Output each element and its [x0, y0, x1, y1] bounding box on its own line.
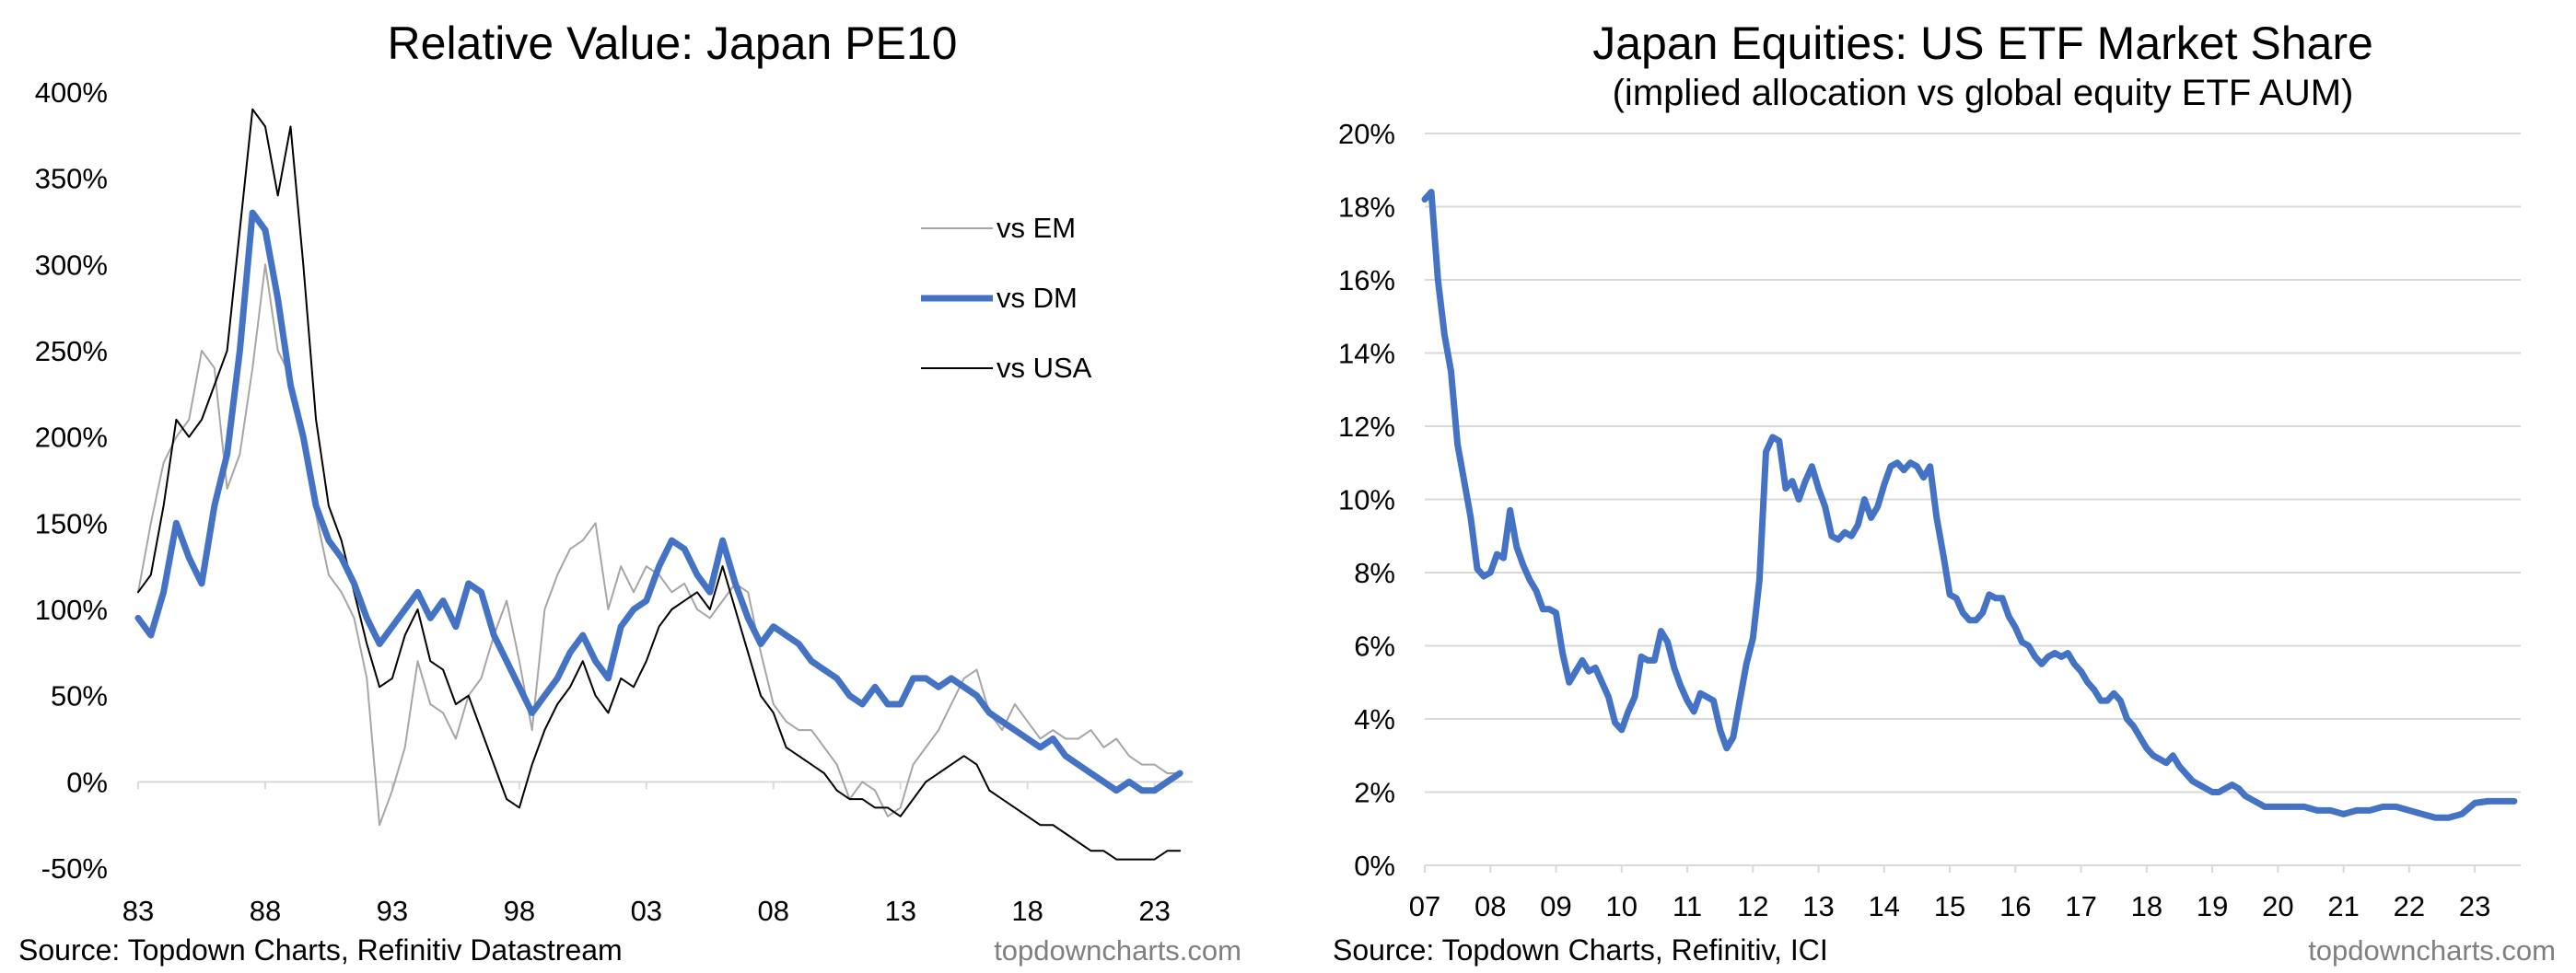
right-chart-subtitle: (implied allocation vs global equity ETF… [1613, 73, 2354, 113]
right-x-tick-08: 08 [1474, 890, 1506, 922]
right-x-tick-14: 14 [1869, 890, 1900, 922]
right-y-tick-18: 18% [1338, 191, 1395, 224]
right-x-tick-23: 23 [2459, 890, 2490, 922]
right-y-tick-0: 0% [1354, 850, 1395, 882]
right-x-tick-16: 16 [1999, 890, 2031, 922]
right-x-tick-09: 09 [1540, 890, 1571, 922]
right-y-tick-6: 6% [1354, 631, 1395, 663]
left-x-axis: 83 88 93 98 03 08 13 18 23 [122, 782, 1171, 927]
right-x-tick-17: 17 [2065, 890, 2096, 922]
right-y-tick-20: 20% [1338, 118, 1395, 150]
left-x-tick-88: 88 [250, 895, 281, 927]
legend-label-vs-em: vs EM [997, 212, 1076, 244]
series-line-etf-market-share [1421, 189, 2518, 821]
right-x-tick-20: 20 [2262, 890, 2293, 922]
right-gridlines [1425, 133, 2521, 866]
right-y-tick-14: 14% [1338, 338, 1395, 370]
left-y-tick-350: 350% [35, 163, 108, 195]
left-x-tick-18: 18 [1011, 895, 1043, 927]
right-source-note: Source: Topdown Charts, Refinitiv, ICI [1333, 933, 1828, 967]
left-y-tick-0: 0% [66, 766, 108, 798]
left-x-tick-03: 03 [631, 895, 662, 927]
left-source-note: Source: Topdown Charts, Refinitiv Datast… [18, 933, 623, 967]
left-y-tick-50: 50% [51, 680, 108, 712]
left-credit: topdowncharts.com [994, 934, 1241, 967]
left-series-group [134, 108, 1183, 861]
right-credit: topdowncharts.com [2308, 934, 2556, 967]
right-x-tick-12: 12 [1737, 890, 1768, 922]
right-chart: Japan Equities: US ETF Market Share (imp… [1333, 17, 2556, 967]
right-y-tick-2: 2% [1354, 777, 1395, 809]
left-legend: vs EM vs DM vs USA [921, 212, 1092, 384]
legend-label-vs-usa: vs USA [997, 352, 1092, 384]
left-y-tick-250: 250% [35, 335, 108, 367]
right-x-tick-15: 15 [1934, 890, 1965, 922]
left-y-tick-50: -50% [41, 852, 108, 885]
left-x-tick-93: 93 [377, 895, 408, 927]
left-x-tick-98: 98 [504, 895, 535, 927]
left-chart-title: Relative Value: Japan PE10 [388, 17, 958, 69]
series-line-vs-em [137, 263, 1182, 827]
left-y-tick-100: 100% [35, 594, 108, 626]
right-y-tick-12: 12% [1338, 411, 1395, 443]
left-y-tick-200: 200% [35, 422, 108, 454]
right-x-tick-07: 07 [1409, 890, 1440, 922]
series-line-vs-usa [137, 108, 1182, 861]
right-x-tick-11: 11 [1673, 890, 1702, 922]
right-chart-title: Japan Equities: US ETF Market Share [1592, 17, 2373, 69]
right-y-tick-8: 8% [1354, 557, 1395, 589]
right-y-tick-10: 10% [1338, 484, 1395, 516]
left-x-tick-08: 08 [758, 895, 789, 927]
right-y-tick-4: 4% [1354, 703, 1395, 736]
right-x-axis: 07 08 09 10 11 12 13 14 15 16 17 18 19 20 21 22 23 [1409, 865, 2490, 922]
left-x-tick-23: 23 [1138, 895, 1170, 927]
right-y-axis: 20% 18% 16% 14% 12% 10% 8% 6% 4% 2% 0% [1338, 118, 1395, 882]
left-y-axis: 400% 350% 300% 250% 200% 150% 100% 50% 0% -50% [35, 76, 108, 885]
left-y-tick-300: 300% [35, 249, 108, 281]
right-series-group [1421, 189, 2518, 821]
right-y-tick-16: 16% [1338, 264, 1395, 296]
right-x-tick-13: 13 [1802, 890, 1834, 922]
right-x-tick-18: 18 [2131, 890, 2162, 922]
left-chart: Relative Value: Japan PE10 400% 350% 300% 2… [18, 17, 1241, 967]
series-line-vs-dm [134, 209, 1183, 794]
right-x-tick-21: 21 [2327, 890, 2359, 922]
left-y-tick-400: 400% [35, 76, 108, 109]
right-x-tick-10: 10 [1606, 890, 1638, 922]
left-x-tick-83: 83 [122, 895, 154, 927]
legend-label-vs-dm: vs DM [997, 282, 1078, 314]
left-x-tick-13: 13 [884, 895, 915, 927]
left-y-tick-150: 150% [35, 507, 108, 539]
right-x-tick-22: 22 [2394, 890, 2425, 922]
right-x-tick-19: 19 [2197, 890, 2228, 922]
